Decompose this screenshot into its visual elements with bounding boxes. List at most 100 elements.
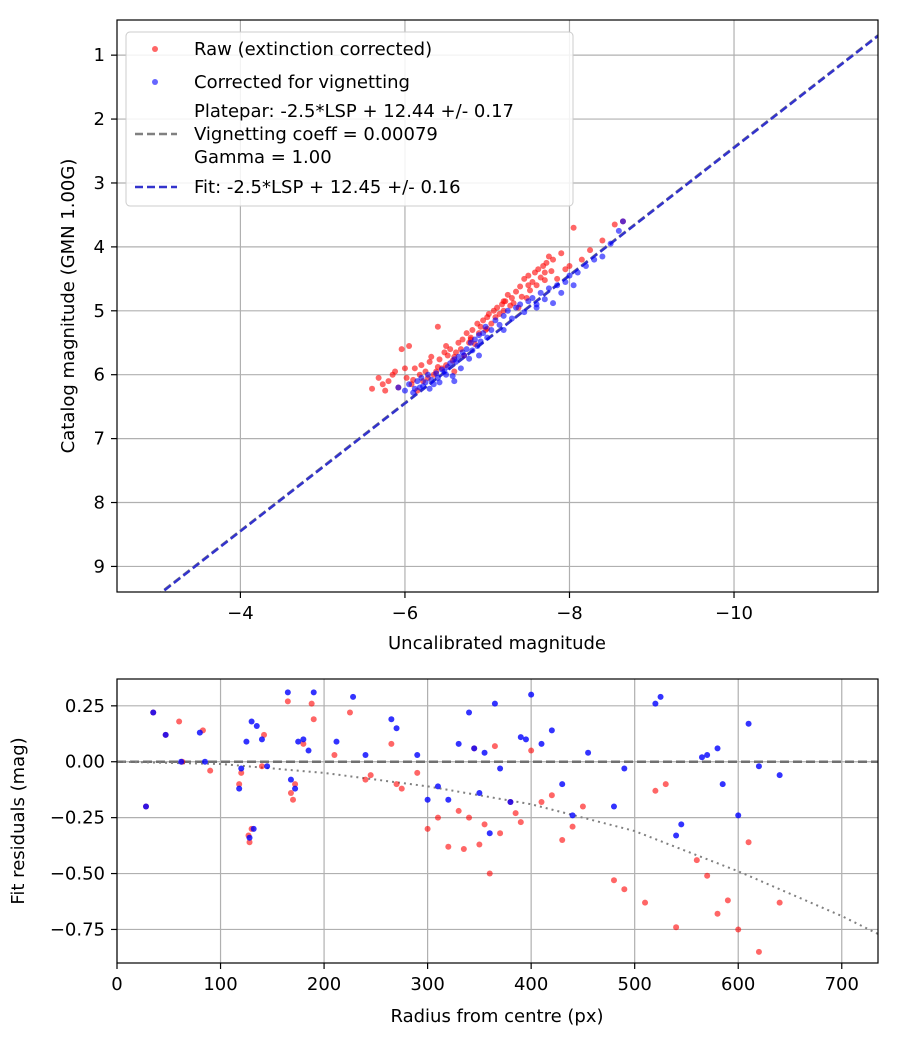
top-y-label: Catalog magnitude (GMN 1.00G) (58, 159, 79, 454)
corrected-point (455, 353, 462, 360)
bottom-grid (116, 679, 878, 963)
corrected-residual-point (238, 765, 245, 772)
raw-residual-point (704, 872, 711, 879)
raw-residual-point (393, 781, 400, 788)
corrected-point (554, 282, 561, 289)
corrected-point (607, 240, 614, 247)
corrected-point (457, 365, 464, 372)
raw-residual-point (538, 798, 545, 805)
raw-residual-point (258, 763, 265, 770)
raw-residual-point (693, 857, 700, 864)
raw-residual-point (466, 814, 473, 821)
raw-point (411, 365, 418, 372)
top-lines (159, 34, 878, 592)
raw-point (611, 221, 618, 228)
x-tick-label: 300 (410, 974, 444, 995)
raw-point (518, 293, 525, 300)
corrected-residual-point (142, 803, 149, 810)
raw-residual-point (579, 803, 586, 810)
corrected-point (461, 352, 468, 359)
corrected-residual-point (445, 796, 452, 803)
corrected-point (562, 279, 569, 286)
raw-point (379, 381, 386, 388)
corrected-point (615, 227, 622, 234)
raw-residual-point (424, 825, 431, 832)
raw-point (548, 268, 555, 275)
corrected-point (401, 387, 408, 394)
raw-point (578, 256, 585, 263)
raw-point (488, 320, 495, 327)
corrected-point (463, 346, 470, 353)
corrected-point (591, 256, 598, 263)
raw-residual-point (476, 841, 483, 848)
raw-point (525, 282, 532, 289)
raw-residual-point (176, 718, 183, 725)
top-ticks: −4 −6 −8 −10 1 2 3 4 5 6 7 8 9 (94, 45, 753, 624)
corrected-residual-point (243, 738, 250, 745)
corrected-residual-point (350, 693, 357, 700)
bottom-x-label: Radius from centre (px) (390, 1006, 603, 1027)
corrected-point (488, 326, 495, 333)
raw-residual-point (414, 769, 421, 776)
corrected-residual-point (678, 821, 685, 828)
corrected-point (414, 378, 421, 385)
raw-point (375, 374, 382, 381)
raw-residual-point (714, 910, 721, 917)
x-tick-label: 500 (618, 974, 652, 995)
corrected-residual-point (388, 716, 395, 723)
corrected-residual-point (528, 691, 535, 698)
raw-point (533, 282, 540, 289)
corrected-point (430, 381, 437, 388)
y-tick-label: 6 (94, 365, 105, 386)
bottom-points (142, 689, 783, 955)
corrected-point (475, 352, 482, 359)
x-tick-label: 400 (514, 974, 548, 995)
corrected-residual-point (486, 830, 493, 837)
corrected-residual-point (150, 709, 157, 716)
raw-residual-point (621, 886, 628, 893)
legend-raw-marker (152, 46, 158, 52)
y-tick-label: −0.50 (50, 864, 105, 885)
corrected-residual-point (292, 785, 299, 792)
corrected-residual-point (610, 803, 617, 810)
corrected-residual-point (466, 709, 473, 716)
raw-residual-point (724, 897, 731, 904)
raw-point (480, 317, 487, 324)
raw-point (418, 362, 425, 369)
corrected-point (471, 336, 478, 343)
raw-point (484, 314, 491, 321)
raw-residual-point (569, 823, 576, 830)
raw-point (529, 279, 536, 286)
raw-residual-point (238, 769, 245, 776)
raw-residual-point (497, 830, 504, 837)
corrected-point (619, 218, 626, 225)
corrected-residual-point (704, 752, 711, 759)
corrected-point (513, 304, 520, 311)
legend-corrected-marker (152, 79, 158, 85)
raw-residual-point (735, 926, 742, 933)
raw-point (444, 352, 451, 359)
corrected-residual-point (196, 729, 203, 736)
top-x-label: Uncalibrated magnitude (388, 633, 606, 654)
corrected-residual-point (162, 731, 169, 738)
raw-point (428, 353, 435, 360)
raw-point (550, 256, 557, 263)
corrected-residual-point (300, 736, 307, 743)
y-tick-label: 1 (94, 45, 105, 66)
corrected-point (525, 298, 532, 305)
raw-point (459, 336, 466, 343)
corrected-point (500, 326, 507, 333)
raw-point (406, 342, 413, 349)
corrected-point (558, 289, 565, 296)
corrected-residual-point (284, 689, 291, 696)
raw-residual-point (308, 700, 315, 707)
corrected-point (436, 379, 443, 386)
bottom-y-label: Fit residuals (mag) (8, 737, 29, 904)
raw-residual-point (486, 870, 493, 877)
raw-residual-point (207, 767, 214, 774)
corrected-residual-point (310, 689, 317, 696)
raw-point (455, 339, 462, 346)
raw-point (403, 374, 410, 381)
corrected-point (574, 269, 581, 276)
corrected-point (411, 385, 418, 392)
